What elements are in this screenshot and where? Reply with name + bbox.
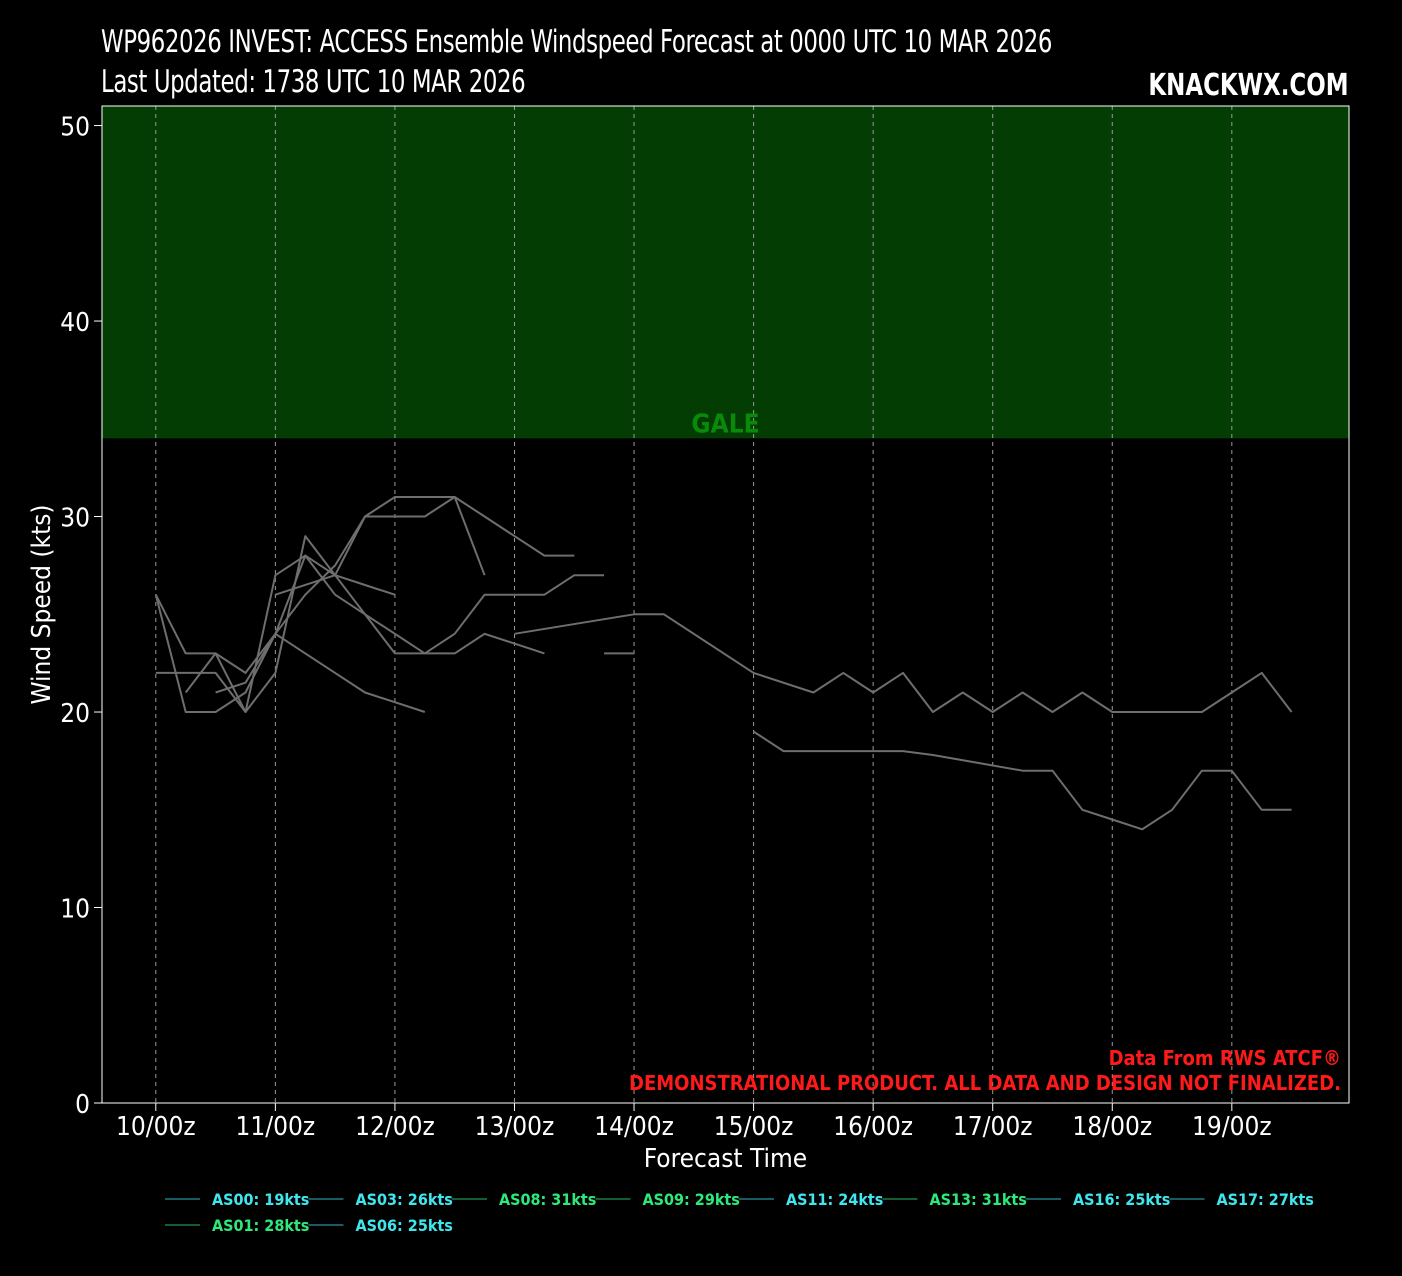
legend-label: AS09: 29kts [643, 1190, 740, 1209]
legend-entry: AS06: 25kts [308, 1216, 453, 1235]
legend-label: AS08: 31kts [499, 1190, 596, 1209]
legend: AS00: 19kts AS03: 26kts AS08: 31kts AS09: 2… [165, 1190, 1314, 1235]
legend-entry: AS16: 25kts [1026, 1190, 1170, 1209]
series-line [155, 554, 396, 713]
x-tick-label: 10/00z [116, 1112, 196, 1142]
series-line [215, 496, 575, 694]
y-tick-label: 50 [60, 113, 90, 143]
y-tick-label: 10 [60, 895, 90, 925]
x-tick-label: 14/00z [594, 1112, 674, 1142]
series-layer [154, 496, 1293, 831]
x-tick-label: 18/00z [1072, 1112, 1152, 1142]
legend-label: AS06: 25kts [356, 1216, 453, 1235]
legend-entry: AS17: 27kts [1169, 1190, 1314, 1209]
x-tick-label: 13/00z [475, 1112, 555, 1142]
y-axis-title: Wind Speed (kts) [27, 504, 57, 704]
series-line [753, 730, 1292, 831]
x-axis-title: Forecast Time [644, 1144, 807, 1174]
series-line [275, 574, 605, 655]
x-tick-label: 11/00z [236, 1112, 316, 1142]
legend-label: AS11: 24kts [786, 1190, 883, 1209]
x-tick-label: 17/00z [953, 1112, 1033, 1142]
legend-entry: AS03: 26kts [308, 1190, 453, 1209]
series-line [184, 496, 486, 713]
legend-entry: AS00: 19kts [165, 1190, 309, 1209]
x-tick-label: 19/00z [1192, 1112, 1272, 1142]
series-line [154, 594, 426, 713]
plot-frame [101, 105, 1350, 1104]
legend-label: AS00: 19kts [212, 1190, 309, 1209]
legend-entry: AS01: 28kts [165, 1216, 309, 1235]
legend-entry: AS13: 31kts [882, 1190, 1027, 1209]
series-line [154, 554, 545, 674]
y-tick-label: 30 [60, 504, 90, 534]
disclaimer-note: DEMONSTRATIONAL PRODUCT. ALL DATA AND DE… [629, 1071, 1341, 1095]
y-tick-label: 0 [75, 1090, 90, 1120]
gale-label: GALE [691, 409, 759, 439]
y-tick-label: 40 [60, 308, 90, 338]
x-tick-label: 15/00z [714, 1112, 794, 1142]
axis-layer: 0 10 20 30 40 50 10/00z 11/00z 12/00z 13/00z 14/00… [60, 113, 1271, 1142]
brand-logo-text: KNACKWX.COM [1148, 68, 1349, 103]
legend-entry: AS08: 31kts [452, 1190, 596, 1209]
gale-band [102, 106, 1349, 439]
legend-label: AS03: 26kts [356, 1190, 453, 1209]
series-line [514, 613, 1293, 713]
chart-subtitle: Last Updated: 1738 UTC 10 MAR 2026 [101, 64, 526, 100]
x-tick-label: 12/00z [355, 1112, 435, 1142]
gale-band-layer [102, 106, 1349, 439]
legend-label: AS16: 25kts [1073, 1190, 1170, 1209]
legend-label: AS13: 31kts [930, 1190, 1027, 1209]
y-tick-label: 20 [60, 699, 90, 729]
legend-label: AS17: 27kts [1217, 1190, 1314, 1209]
legend-entry: AS11: 24kts [739, 1190, 883, 1209]
x-tick-label: 16/00z [833, 1112, 913, 1142]
grid-layer [155, 106, 1233, 1103]
chart-title: WP962026 INVEST: ACCESS Ensemble Windspe… [101, 24, 1053, 60]
data-source-note: Data From RWS ATCF® [1109, 1046, 1341, 1070]
legend-entry: AS09: 29kts [595, 1190, 740, 1209]
legend-label: AS01: 28kts [212, 1216, 309, 1235]
